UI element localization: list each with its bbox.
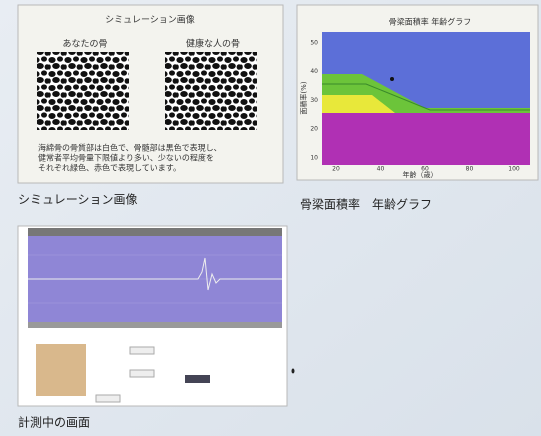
field	[129, 346, 155, 355]
y-axis-label: 面積率(%)	[299, 81, 308, 114]
image-label: あなたの骨	[62, 39, 107, 50]
region	[322, 95, 395, 113]
header-bar	[28, 228, 282, 236]
field	[129, 369, 155, 378]
field	[95, 394, 121, 403]
panel-title: シミュレーション画像	[105, 14, 195, 26]
y-tick-label: 30	[310, 97, 318, 104]
bone-image	[165, 52, 257, 130]
scale-bar	[28, 322, 282, 328]
caption: 計測中の画面	[18, 415, 90, 430]
caption: 骨梁面積率 年齢グラフ	[300, 197, 432, 212]
y-tick-label: 10	[310, 154, 318, 161]
x-tick-label: 60	[421, 166, 429, 173]
curve	[322, 83, 530, 111]
description-line: 海綿骨の骨質部は白色で、骨髄部は黒色で表現し、	[38, 143, 222, 153]
ticks: 50 40 30 20 10 20 40 60 80 100	[310, 40, 520, 173]
description: 海綿骨の骨質部は白色で、骨髄部は黒色で表現し、健常者平均骨量下限値より多い、少な…	[38, 143, 222, 173]
foot-photo	[36, 344, 86, 396]
y-tick-label: 50	[310, 40, 318, 47]
bone-image	[37, 52, 129, 130]
image-label: 健康な人の骨	[186, 38, 240, 50]
y-tick-label: 20	[310, 126, 318, 133]
x-tick-label: 80	[466, 166, 474, 173]
caption: シミュレーション画像	[18, 193, 138, 207]
x-tick-label: 40	[377, 166, 385, 173]
waveform	[28, 257, 282, 291]
dot	[291, 368, 295, 374]
graph-title: 骨梁面積率 年齢グラフ	[389, 17, 472, 27]
x-tick-label: 20	[332, 166, 340, 173]
meter	[185, 375, 210, 383]
description-line: 健常者平均骨量下限値より多い、少ないの程度を	[38, 153, 214, 163]
x-axis-label: 年齢（歳）	[403, 170, 438, 179]
region	[322, 113, 530, 165]
y-tick-label: 40	[310, 68, 318, 75]
x-tick-label: 100	[508, 166, 520, 173]
description-line: それぞれ緑色、赤色で表現しています。	[38, 163, 181, 173]
point	[390, 77, 394, 81]
